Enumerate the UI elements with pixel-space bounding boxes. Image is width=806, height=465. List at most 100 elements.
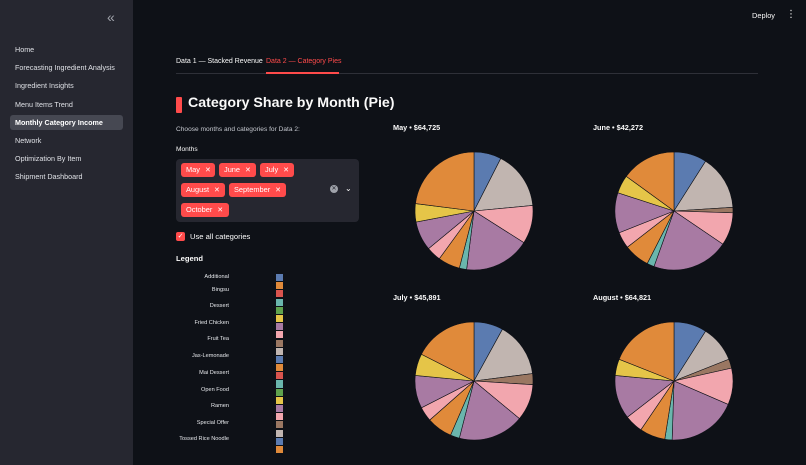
chip-label: May [186, 165, 200, 174]
remove-chip-icon[interactable]: ✕ [217, 207, 224, 214]
use-all-categories-label: Use all categories [190, 232, 251, 241]
months-multiselect[interactable]: May ✕ June ✕ July ✕ August ✕ September ✕ Octo… [176, 159, 359, 222]
chip-label: October [186, 205, 213, 214]
pie-chart-august [614, 321, 734, 441]
chip-label: July [265, 165, 279, 174]
sidebar: « Home Forecasting Ingredient Analysis I… [0, 0, 133, 465]
legend-swatch [276, 339, 283, 347]
pie-slice [618, 321, 675, 382]
legend-swatch [276, 388, 283, 396]
remove-chip-icon[interactable]: ✕ [283, 167, 290, 174]
legend-label: Dessert [209, 303, 229, 309]
month-chip-may[interactable]: May ✕ [181, 163, 215, 177]
pie-slice [473, 328, 533, 382]
sidebar-item-forecasting-ingredient-analysis[interactable]: Forecasting Ingredient Analysis [15, 63, 115, 73]
legend-swatch [276, 355, 283, 363]
instructions-text: Choose months and categories for Data 2: [176, 126, 300, 133]
legend-swatch [276, 380, 283, 388]
pie-chart-may [414, 151, 534, 271]
sidebar-item-monthly-category-income[interactable]: Monthly Category Income [10, 114, 123, 130]
legend-label: Mai Dessert [199, 370, 229, 376]
legend-swatch [276, 347, 283, 355]
legend-label: Fried Chicken [194, 320, 229, 326]
legend-title: Legend [176, 254, 204, 263]
legend-label: Additional [204, 274, 229, 280]
chip-label: September [234, 185, 271, 194]
pie-title-july: July • $45,891 [393, 293, 441, 302]
pie-slice [625, 151, 675, 212]
legend-label: Fruit Tea [207, 336, 229, 342]
legend-swatch [276, 413, 283, 421]
legend-swatch [276, 364, 283, 372]
legend-label: Open Food [201, 387, 229, 393]
pie-slice [671, 380, 729, 441]
legend-label: Ramen [210, 403, 229, 409]
legend-swatch [276, 396, 283, 404]
pie-slice [421, 321, 475, 382]
legend-swatch [276, 323, 283, 331]
page-title: Category Share by Month (Pie) [188, 95, 395, 111]
legend-swatch [276, 290, 283, 298]
use-all-categories-checkbox[interactable]: ✓ [176, 232, 185, 241]
remove-chip-icon[interactable]: ✕ [245, 167, 251, 174]
tab-bar: Data 1 — Stacked Revenue Data 2 — Catego… [176, 52, 758, 74]
active-tab-indicator [266, 72, 339, 74]
pie-slice [673, 160, 734, 212]
sidebar-item-menu-items-trend[interactable]: Menu Items Trend [15, 99, 73, 109]
legend-swatch [276, 306, 283, 314]
legend-swatch [276, 331, 283, 339]
sidebar-item-network[interactable]: Network [15, 135, 42, 145]
tab-category-pies[interactable]: Data 2 — Category Pies [266, 58, 342, 65]
pie-slice [473, 158, 534, 212]
legend-swatch [276, 437, 283, 445]
collapse-sidebar-icon[interactable]: « [107, 9, 115, 25]
pie-slice [458, 380, 520, 441]
months-label: Months [176, 146, 198, 153]
deploy-button[interactable]: Deploy [752, 11, 776, 20]
legend-swatch [276, 298, 283, 306]
sidebar-item-ingredient-insights[interactable]: Ingredient Insights [15, 81, 74, 91]
legend-swatches [276, 274, 283, 454]
sidebar-item-optimization-by-item[interactable]: Optimization By Item [15, 154, 82, 164]
sidebar-item-shipment-dashboard[interactable]: Shipment Dashboard [15, 172, 83, 182]
chip-label: August [186, 185, 210, 194]
pie-title-august: August • $64,821 [593, 293, 652, 302]
remove-chip-icon[interactable]: ✕ [275, 187, 282, 194]
pie-title-june: June • $42,272 [593, 123, 644, 132]
pie-chart-july [414, 321, 534, 441]
pie-title-may: May • $64,725 [393, 123, 441, 132]
month-chip-august[interactable]: August ✕ [181, 183, 225, 197]
remove-chip-icon[interactable]: ✕ [204, 167, 211, 174]
month-chip-june[interactable]: June ✕ [219, 163, 256, 177]
pie-slice [653, 210, 724, 271]
legend-label: Tossed Rice Noodle [179, 436, 229, 442]
legend-label: Special Offer [196, 420, 229, 426]
legend-swatch [276, 445, 283, 454]
chip-label: June [224, 165, 241, 174]
pie-slice [415, 151, 475, 212]
legend-label: Bingsu [211, 287, 229, 293]
remove-chip-icon[interactable]: ✕ [214, 187, 220, 194]
pie-slice [466, 210, 525, 271]
pie-chart-june [614, 151, 734, 271]
legend-swatch [276, 274, 283, 282]
heading-accent-bar [176, 97, 182, 113]
legend-swatch [276, 372, 283, 380]
legend-swatch [276, 314, 283, 323]
legend-swatch [276, 282, 283, 290]
legend-swatch [276, 405, 283, 413]
sidebar-nav: Home Forecasting Ingredient Analysis Ing… [10, 42, 123, 188]
chevron-down-icon[interactable]: ⌄ [345, 184, 352, 193]
month-chip-october[interactable]: October ✕ [181, 203, 229, 217]
month-chip-july[interactable]: July ✕ [260, 163, 294, 177]
sidebar-item-home[interactable]: Home [15, 45, 35, 54]
month-chip-september[interactable]: September ✕ [229, 183, 286, 197]
main-content: Deploy ⋮ Data 1 — Stacked Revenue Data 2… [133, 0, 806, 465]
legend-swatch [276, 429, 283, 437]
main-menu-icon[interactable]: ⋮ [786, 9, 796, 20]
legend-label: Jas-Lemonade [191, 353, 229, 359]
legend-swatch [276, 421, 283, 429]
tab-stacked-revenue[interactable]: Data 1 — Stacked Revenue [176, 58, 263, 65]
clear-selection-icon[interactable]: ✕ [330, 185, 338, 193]
